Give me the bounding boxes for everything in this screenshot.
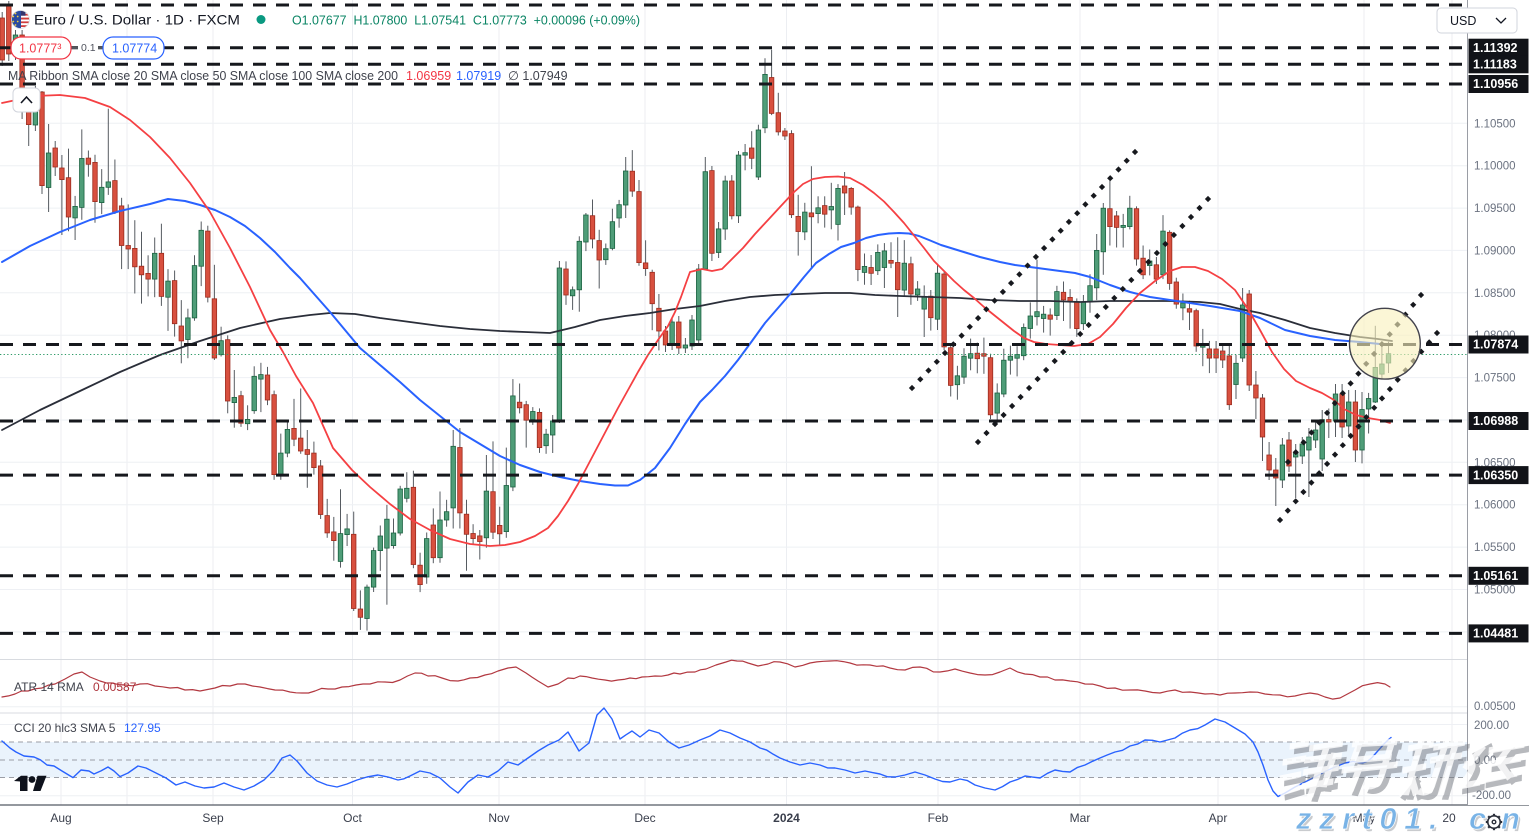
svg-text:1.10956: 1.10956 — [1473, 77, 1518, 91]
svg-text:0.00587: 0.00587 — [93, 680, 137, 694]
svg-text:Euro / U.S. Dollar · 1D · FXCM: Euro / U.S. Dollar · 1D · FXCM — [34, 12, 240, 28]
svg-text:1.06350: 1.06350 — [1473, 468, 1518, 482]
svg-text:1.06959: 1.06959 — [406, 69, 451, 83]
svg-text:Dec: Dec — [634, 811, 655, 825]
svg-text:1.10500: 1.10500 — [1474, 118, 1516, 130]
svg-text:1.07774: 1.07774 — [112, 42, 157, 56]
svg-text:0.1: 0.1 — [81, 42, 96, 54]
svg-text:1.09500: 1.09500 — [1474, 203, 1516, 215]
svg-text:1.0777³: 1.0777³ — [19, 42, 61, 56]
svg-text:1.06988: 1.06988 — [1473, 414, 1518, 428]
svg-text:O1.07677 H1.07800 L1.07541: O1.07677 H1.07800 L1.07541 C1.07773 +0.0… — [292, 13, 640, 28]
svg-text:1.09000: 1.09000 — [1474, 245, 1516, 257]
svg-text:CCI 20 hlc3 SMA 5: CCI 20 hlc3 SMA 5 — [14, 721, 116, 735]
svg-text:Oct: Oct — [343, 811, 362, 825]
svg-text:-200.00: -200.00 — [1472, 790, 1511, 802]
svg-text:May: May — [1353, 811, 1376, 825]
svg-text:ATR 14 RMA: ATR 14 RMA — [14, 680, 84, 694]
svg-text:1.05500: 1.05500 — [1474, 542, 1516, 554]
svg-text:zzrt01.: zzrt01. — [1295, 801, 1445, 835]
svg-text:n: n — [1503, 804, 1522, 835]
svg-text:1.07500: 1.07500 — [1474, 373, 1516, 385]
svg-text:Nov: Nov — [488, 811, 509, 825]
svg-text:MA Ribbon SMA close 20 SMA clo: MA Ribbon SMA close 20 SMA close 50 SMA … — [8, 69, 398, 83]
svg-text:1.08500: 1.08500 — [1474, 288, 1516, 300]
svg-text:1.10000: 1.10000 — [1474, 161, 1516, 173]
svg-text:c: c — [1469, 801, 1486, 835]
svg-text:Feb: Feb — [928, 811, 949, 825]
svg-text:1.11183: 1.11183 — [1473, 58, 1517, 72]
svg-text:2024: 2024 — [773, 811, 800, 825]
svg-text:USD: USD — [1450, 14, 1476, 28]
svg-text:200.00: 200.00 — [1474, 720, 1509, 732]
svg-text:1.11392: 1.11392 — [1473, 41, 1518, 55]
svg-text:0.00500: 0.00500 — [1474, 701, 1516, 713]
svg-text:Aug: Aug — [50, 811, 71, 825]
svg-text:c: c — [1471, 804, 1488, 835]
svg-text:Mar: Mar — [1070, 811, 1091, 825]
svg-text:∅ 1.07949: ∅ 1.07949 — [508, 69, 568, 83]
svg-text:20: 20 — [1442, 811, 1456, 825]
svg-text:1.04481: 1.04481 — [1473, 627, 1518, 641]
svg-text:127.95: 127.95 — [124, 721, 161, 735]
svg-text:Sep: Sep — [202, 811, 224, 825]
svg-text:1.05000: 1.05000 — [1474, 585, 1516, 597]
svg-text:zzrt01.: zzrt01. — [1297, 804, 1447, 835]
svg-text:n: n — [1501, 801, 1520, 835]
svg-text:1.07919: 1.07919 — [456, 69, 501, 83]
svg-text:Apr: Apr — [1209, 811, 1228, 825]
svg-text:1.05161: 1.05161 — [1473, 569, 1518, 583]
svg-text:1.06000: 1.06000 — [1474, 500, 1516, 512]
svg-text:1.07874: 1.07874 — [1473, 338, 1518, 352]
